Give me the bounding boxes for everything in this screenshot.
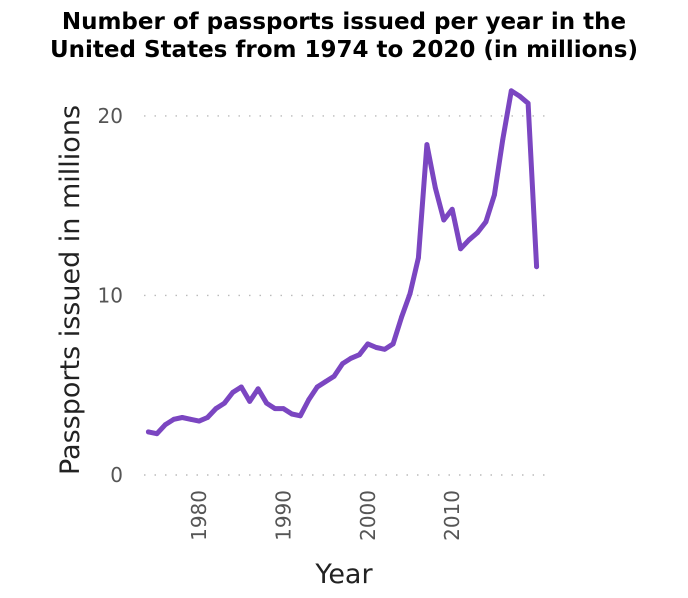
data-point — [348, 355, 354, 361]
data-point — [205, 415, 210, 420]
chart-title-line-1: Number of passports issued per year in t… — [62, 9, 626, 35]
data-point — [357, 352, 362, 358]
data-point — [365, 341, 371, 347]
data-point — [213, 406, 219, 411]
data-point — [525, 100, 531, 106]
data-point — [492, 192, 497, 198]
y-tick-label: 10 — [98, 283, 123, 307]
y-axis-label: Passports issued in millions — [55, 105, 86, 475]
data-point — [146, 429, 151, 435]
data-point — [222, 400, 227, 406]
data-point — [314, 384, 320, 390]
data-point — [154, 431, 160, 437]
data-point — [272, 406, 278, 411]
x-tick-label: 1980 — [187, 490, 211, 541]
data-point — [289, 411, 295, 417]
x-tick-label: 2000 — [356, 490, 380, 541]
x-tick-label: 1990 — [271, 490, 295, 541]
data-point — [407, 291, 413, 297]
data-point — [171, 416, 177, 422]
data-point — [382, 346, 388, 352]
data-point — [306, 397, 312, 402]
data-point — [424, 142, 430, 148]
x-axis-ticks: 1980 1990 2000 2010 — [187, 490, 464, 541]
data-point — [466, 237, 472, 243]
data-point — [188, 416, 194, 422]
data-point — [500, 136, 506, 142]
data-point — [331, 373, 337, 379]
data-point — [162, 422, 168, 428]
data-point — [416, 255, 421, 261]
data-point — [230, 390, 236, 395]
chart-title-line-2: United States from 1974 to 2020 (in mill… — [50, 37, 638, 63]
data-point — [297, 413, 303, 419]
data-point — [517, 93, 523, 99]
data-point — [449, 206, 455, 212]
data-point — [255, 386, 261, 392]
data-point — [399, 314, 404, 320]
gridlines — [144, 115, 545, 476]
series-line-0 — [145, 88, 540, 437]
data-point — [432, 185, 438, 191]
data-point — [508, 88, 514, 94]
x-axis-label: Year — [314, 559, 373, 590]
data-point — [281, 406, 286, 411]
data-point — [534, 264, 539, 270]
series-layer — [145, 88, 540, 437]
data-point — [238, 384, 244, 390]
y-axis-ticks: 0 10 20 — [98, 104, 123, 487]
data-point — [179, 415, 185, 420]
data-point — [441, 217, 447, 223]
data-point — [196, 418, 202, 424]
data-point — [247, 399, 253, 404]
data-point — [323, 379, 328, 384]
data-point — [390, 341, 396, 347]
y-tick-label: 0 — [110, 463, 123, 487]
data-point — [340, 361, 345, 367]
data-point — [264, 400, 269, 406]
y-tick-label: 20 — [98, 104, 123, 128]
data-point — [373, 345, 379, 350]
data-point — [458, 246, 463, 252]
x-tick-label: 2010 — [440, 490, 464, 541]
data-point — [483, 219, 489, 225]
data-point — [475, 230, 480, 236]
